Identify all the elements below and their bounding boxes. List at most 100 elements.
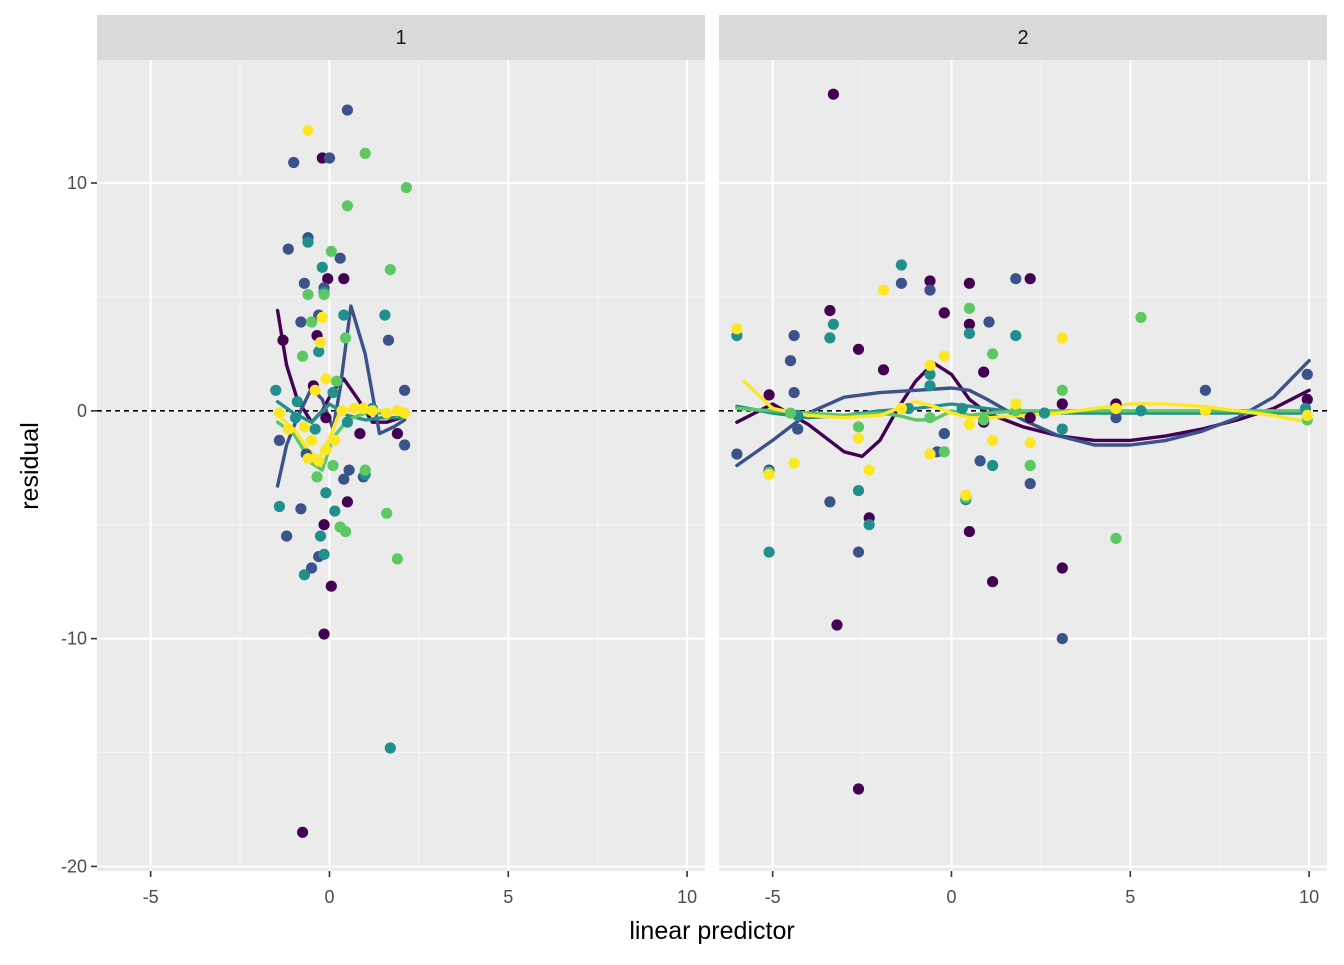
data-point — [788, 330, 800, 342]
plot-panel-background-2 — [719, 60, 1327, 871]
data-point — [306, 434, 318, 446]
data-point — [1135, 311, 1147, 323]
data-point — [863, 464, 875, 476]
data-point — [963, 302, 976, 314]
data-point — [318, 289, 330, 301]
data-point — [302, 453, 314, 465]
data-point — [763, 469, 775, 481]
data-point — [297, 350, 309, 362]
data-point — [311, 471, 323, 483]
gridlines-2 — [719, 60, 1327, 871]
data-point — [325, 245, 337, 257]
data-point — [306, 562, 318, 574]
data-point — [341, 104, 353, 116]
data-point — [291, 396, 303, 408]
data-point — [852, 432, 865, 444]
data-point — [297, 826, 309, 838]
data-point — [1110, 532, 1122, 545]
data-point — [987, 576, 999, 588]
smooth-line — [735, 402, 1311, 420]
data-point — [784, 355, 797, 367]
smooth-line — [735, 361, 1311, 459]
data-point — [788, 387, 800, 399]
data-point — [391, 428, 403, 440]
data-point — [924, 275, 936, 287]
data-point — [338, 473, 350, 485]
data-point — [341, 200, 353, 212]
data-point — [277, 334, 289, 346]
data-point — [824, 305, 836, 317]
data-point — [938, 428, 950, 440]
data-point — [322, 273, 334, 285]
data-point — [1301, 409, 1313, 421]
data-point — [963, 277, 976, 289]
data-point — [1024, 273, 1036, 285]
data-point — [924, 412, 936, 424]
data-point — [763, 546, 775, 558]
data-point — [316, 311, 328, 323]
data-point — [273, 407, 285, 419]
data-point — [295, 316, 307, 328]
plot-panel-background-1 — [97, 60, 705, 871]
data-point — [1024, 459, 1036, 472]
data-point — [302, 236, 314, 248]
data-point — [1010, 398, 1022, 410]
y-tick-label: 0 — [77, 401, 87, 421]
x-tick-label: 5 — [1125, 887, 1135, 907]
data-point — [831, 619, 843, 631]
data-point — [313, 346, 325, 358]
data-point — [1056, 562, 1068, 574]
data-point — [340, 526, 352, 538]
data-point — [329, 505, 341, 517]
data-point — [323, 152, 336, 164]
data-point — [295, 503, 307, 515]
data-point — [399, 407, 411, 419]
data-point — [963, 526, 976, 538]
data-point — [1135, 405, 1147, 417]
data-point — [381, 407, 393, 419]
data-point — [400, 182, 412, 194]
points-2 — [731, 88, 1313, 795]
data-point — [956, 402, 968, 415]
y-tick-label: -10 — [61, 629, 87, 649]
data-point — [852, 546, 865, 558]
data-point — [792, 423, 804, 435]
data-point — [924, 448, 936, 460]
data-point — [784, 407, 797, 419]
data-point — [852, 783, 865, 795]
data-point — [314, 530, 327, 542]
data-point — [938, 446, 950, 458]
data-point — [1110, 412, 1122, 424]
data-point — [302, 289, 314, 301]
data-point — [314, 336, 327, 349]
data-point — [1056, 384, 1068, 396]
data-point — [731, 448, 743, 460]
data-point — [341, 496, 353, 508]
data-point — [1056, 332, 1068, 344]
x-tick-label: 5 — [503, 887, 513, 907]
data-point — [731, 323, 743, 335]
data-point — [827, 318, 840, 330]
data-point — [399, 384, 411, 396]
data-point — [852, 485, 865, 497]
data-point — [282, 243, 294, 255]
data-point — [1199, 405, 1211, 417]
data-point — [382, 334, 395, 346]
x-tick-label: 10 — [1299, 887, 1319, 907]
data-point — [298, 569, 310, 581]
y-axis: -20 -10 0 10 — [61, 173, 97, 876]
facet-panel-2: 2 -5 0 5 10 — [719, 15, 1327, 907]
data-point — [987, 459, 999, 472]
data-point — [334, 252, 346, 264]
data-point — [327, 387, 339, 399]
data-point — [313, 455, 325, 467]
data-point — [320, 373, 332, 385]
data-point — [877, 364, 890, 376]
points-1 — [270, 104, 412, 838]
data-point — [1038, 407, 1051, 419]
x-axis-ticks-2: -5 0 5 10 — [765, 871, 1319, 907]
facet-strip-label-2: 2 — [1017, 27, 1028, 49]
data-point — [384, 264, 396, 276]
data-point — [852, 421, 865, 433]
